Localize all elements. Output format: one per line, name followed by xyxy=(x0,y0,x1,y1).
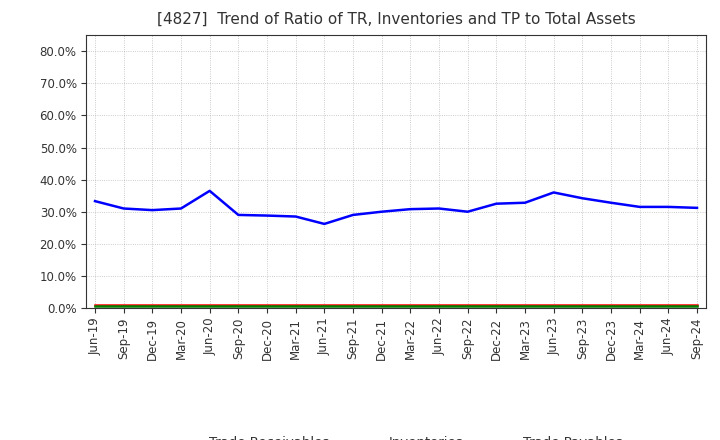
Inventories xyxy=(693,205,701,210)
Trade Payables xyxy=(635,304,644,309)
Line: Inventories: Inventories xyxy=(95,191,697,224)
Trade Payables xyxy=(664,304,672,309)
Inventories xyxy=(607,200,616,205)
Inventories xyxy=(263,213,271,218)
Inventories xyxy=(578,196,587,201)
Trade Payables xyxy=(521,304,529,309)
Trade Receivables xyxy=(464,303,472,308)
Inventories xyxy=(348,212,357,217)
Trade Receivables xyxy=(492,303,500,308)
Trade Payables xyxy=(464,304,472,309)
Trade Receivables xyxy=(176,303,185,308)
Inventories xyxy=(492,201,500,206)
Inventories xyxy=(635,204,644,209)
Inventories xyxy=(435,206,444,211)
Trade Payables xyxy=(320,304,328,309)
Trade Payables xyxy=(549,304,558,309)
Trade Payables xyxy=(148,304,157,309)
Trade Receivables xyxy=(148,303,157,308)
Trade Receivables xyxy=(664,303,672,308)
Inventories xyxy=(521,200,529,205)
Trade Receivables xyxy=(91,303,99,308)
Trade Receivables xyxy=(607,303,616,308)
Trade Receivables xyxy=(521,303,529,308)
Trade Payables xyxy=(348,304,357,309)
Inventories xyxy=(120,206,128,211)
Trade Payables xyxy=(234,304,243,309)
Trade Receivables xyxy=(292,303,300,308)
Trade Payables xyxy=(435,304,444,309)
Inventories xyxy=(148,208,157,213)
Inventories xyxy=(91,198,99,204)
Trade Payables xyxy=(176,304,185,309)
Trade Receivables xyxy=(234,303,243,308)
Trade Payables xyxy=(263,304,271,309)
Inventories xyxy=(320,221,328,227)
Trade Payables xyxy=(607,304,616,309)
Trade Payables xyxy=(693,304,701,309)
Trade Receivables xyxy=(320,303,328,308)
Inventories xyxy=(549,190,558,195)
Trade Receivables xyxy=(120,303,128,308)
Trade Payables xyxy=(492,304,500,309)
Inventories xyxy=(464,209,472,214)
Trade Receivables xyxy=(693,303,701,308)
Trade Receivables xyxy=(348,303,357,308)
Trade Receivables xyxy=(549,303,558,308)
Legend: Trade Receivables, Inventories, Trade Payables: Trade Receivables, Inventories, Trade Pa… xyxy=(164,431,628,440)
Trade Receivables xyxy=(578,303,587,308)
Trade Receivables xyxy=(406,303,415,308)
Trade Receivables xyxy=(435,303,444,308)
Trade Payables xyxy=(406,304,415,309)
Trade Payables xyxy=(91,304,99,309)
Inventories xyxy=(234,212,243,217)
Trade Receivables xyxy=(205,303,214,308)
Trade Payables xyxy=(205,304,214,309)
Trade Payables xyxy=(377,304,386,309)
Trade Receivables xyxy=(263,303,271,308)
Trade Receivables xyxy=(377,303,386,308)
Inventories xyxy=(406,206,415,212)
Title: [4827]  Trend of Ratio of TR, Inventories and TP to Total Assets: [4827] Trend of Ratio of TR, Inventories… xyxy=(157,12,635,27)
Trade Payables xyxy=(292,304,300,309)
Trade Receivables xyxy=(635,303,644,308)
Trade Payables xyxy=(120,304,128,309)
Inventories xyxy=(664,204,672,209)
Inventories xyxy=(205,188,214,194)
Inventories xyxy=(292,214,300,219)
Inventories xyxy=(176,206,185,211)
Inventories xyxy=(377,209,386,214)
Trade Payables xyxy=(578,304,587,309)
